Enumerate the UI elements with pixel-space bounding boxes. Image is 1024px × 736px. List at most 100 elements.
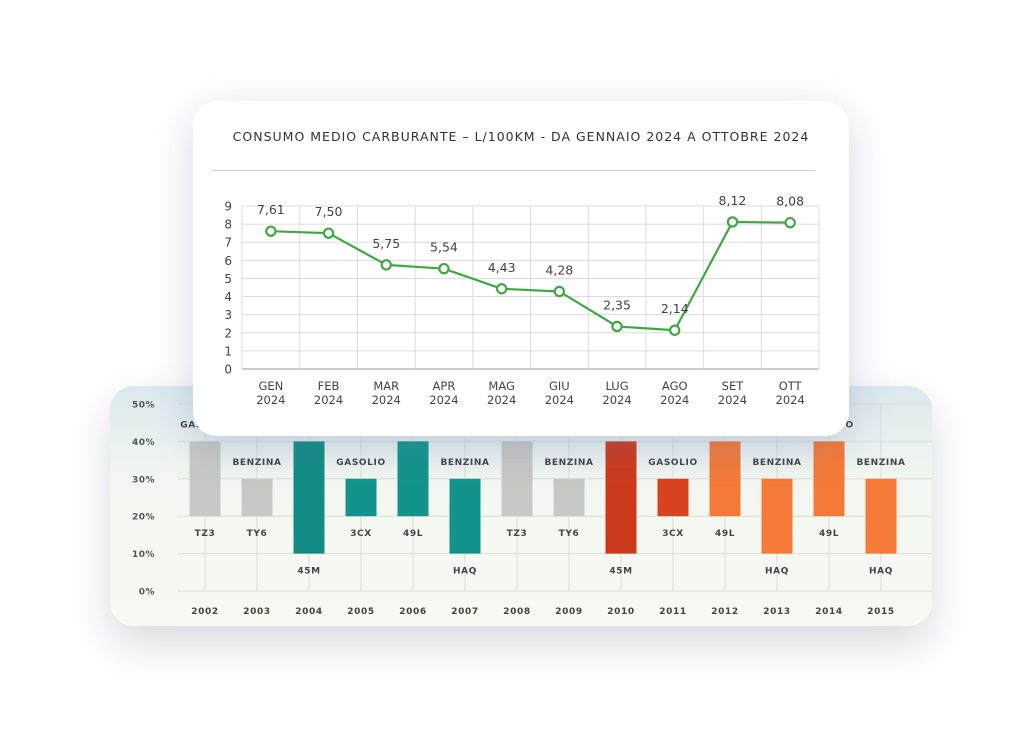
bar-y-tick-label: 50% [132, 401, 155, 411]
data-point [438, 262, 450, 275]
x-tick-label-year: 2024 [372, 393, 401, 407]
bar-bottom-label: HAQ [869, 567, 893, 577]
data-label: 4,43 [488, 260, 516, 275]
x-tick-label-year: 2024 [314, 393, 343, 407]
data-label: 2,35 [603, 297, 631, 312]
data-point [669, 324, 681, 336]
bar [813, 441, 845, 517]
x-tick-label: MAG [488, 379, 515, 393]
y-tick-label: 4 [224, 290, 232, 304]
data-label: 4,28 [545, 262, 573, 277]
bar-top-label: BENZINA [440, 458, 489, 468]
x-tick-label: FEB [318, 379, 340, 393]
bar [241, 478, 273, 517]
series-line [270, 220, 791, 332]
data-point [726, 216, 739, 228]
x-tick-label-year: 2024 [660, 393, 689, 407]
data-point [495, 283, 508, 295]
bar-top-label: GASOLIO [648, 458, 697, 468]
data-point [322, 227, 335, 239]
bar-y-tick-label: 40% [132, 438, 155, 448]
bar-bottom-label: 45M [609, 567, 632, 577]
bar-x-tick-label: 2007 [451, 607, 478, 617]
bar [189, 441, 221, 517]
bar [709, 441, 741, 517]
bar-x-tick-label: 2011 [659, 607, 686, 617]
bar-x-tick-label: 2015 [867, 607, 894, 617]
data-label: 5,75 [372, 236, 400, 251]
bar [397, 441, 429, 517]
x-tick-label-year: 2024 [718, 393, 747, 407]
line-chart-card: CONSUMO MEDIO CARBURANTE – L/100KM - DA … [193, 101, 849, 436]
x-tick-label-year: 2024 [429, 393, 458, 407]
data-point [611, 320, 623, 333]
bar-bottom-label: 49L [715, 529, 735, 539]
y-tick-label: 1 [224, 344, 232, 358]
data-label: 8,12 [719, 193, 747, 208]
x-tick-label: APR [433, 379, 456, 393]
bar-bottom-label: HAQ [765, 567, 789, 577]
bar [345, 478, 377, 517]
x-tick-label-year: 2024 [776, 393, 805, 407]
x-tick-label-year: 2024 [545, 393, 574, 407]
title-divider [211, 170, 815, 171]
bar-x-tick-label: 2008 [503, 607, 530, 617]
x-tick-label-year: 2024 [256, 393, 285, 407]
y-tick-label: 8 [224, 218, 232, 232]
bar-bottom-label: 49L [819, 529, 839, 539]
x-tick-label: LUG [605, 379, 628, 393]
bar-y-tick-label: 30% [132, 475, 155, 485]
bar-x-tick-label: 2002 [191, 607, 218, 617]
bar [605, 441, 637, 554]
bar-top-label: BENZINA [752, 458, 801, 468]
x-tick-label: GEN [258, 379, 283, 393]
bar-x-tick-label: 2013 [763, 607, 790, 617]
x-tick-label: OTT [779, 379, 803, 393]
bar [761, 478, 793, 554]
data-label: 5,54 [430, 240, 458, 255]
bar-bottom-label: 3CX [350, 529, 372, 539]
x-tick-label: AGO [662, 379, 688, 393]
x-tick-label: SET [722, 379, 745, 393]
bar-y-tick-label: 10% [132, 550, 155, 560]
y-tick-label: 6 [224, 254, 232, 268]
data-label: 2,14 [661, 301, 689, 316]
x-tick-label-year: 2024 [602, 393, 631, 407]
y-tick-label: 2 [224, 326, 232, 340]
bar-x-tick-label: 2005 [347, 607, 374, 617]
chart-title: CONSUMO MEDIO CARBURANTE – L/100KM - DA … [232, 129, 810, 144]
data-point [380, 259, 392, 271]
bar [501, 441, 533, 517]
bar-x-tick-label: 2010 [607, 607, 634, 617]
y-tick-label: 3 [224, 308, 232, 322]
x-tick-label-year: 2024 [487, 393, 516, 407]
bar-bottom-label: 49L [403, 529, 423, 539]
bar-top-label: BENZINA [544, 458, 593, 468]
bar-bottom-label: HAQ [453, 567, 477, 577]
line-chart: 0123456789GEN2024FEB2024MAR2024APR2024MA… [224, 193, 820, 407]
y-tick-label: 9 [224, 200, 232, 214]
bar-bottom-label: TY6 [247, 529, 268, 539]
bar-y-tick-label: 0% [139, 588, 155, 598]
x-tick-label: GIU [549, 379, 570, 393]
data-label: 7,50 [315, 204, 343, 219]
bar [293, 441, 325, 554]
y-tick-label: 5 [224, 272, 232, 286]
data-point [784, 216, 796, 229]
bar-y-tick-label: 20% [132, 513, 155, 523]
y-tick-label: 0 [224, 363, 232, 377]
bar [553, 478, 585, 517]
bar-bottom-label: 45M [297, 567, 320, 577]
bar [865, 478, 897, 554]
bar-x-tick-label: 2003 [243, 607, 270, 617]
bar-top-label: BENZINA [232, 458, 281, 468]
bar-x-tick-label: 2012 [711, 607, 738, 617]
data-label: 7,61 [257, 202, 285, 217]
data-point [265, 225, 277, 237]
bar-x-tick-label: 2006 [399, 607, 426, 617]
data-point [553, 285, 566, 298]
x-tick-label: MAR [373, 379, 399, 393]
bar-top-label: BENZINA [856, 458, 905, 468]
bar [449, 478, 481, 554]
bar-bottom-label: TY6 [559, 529, 580, 539]
